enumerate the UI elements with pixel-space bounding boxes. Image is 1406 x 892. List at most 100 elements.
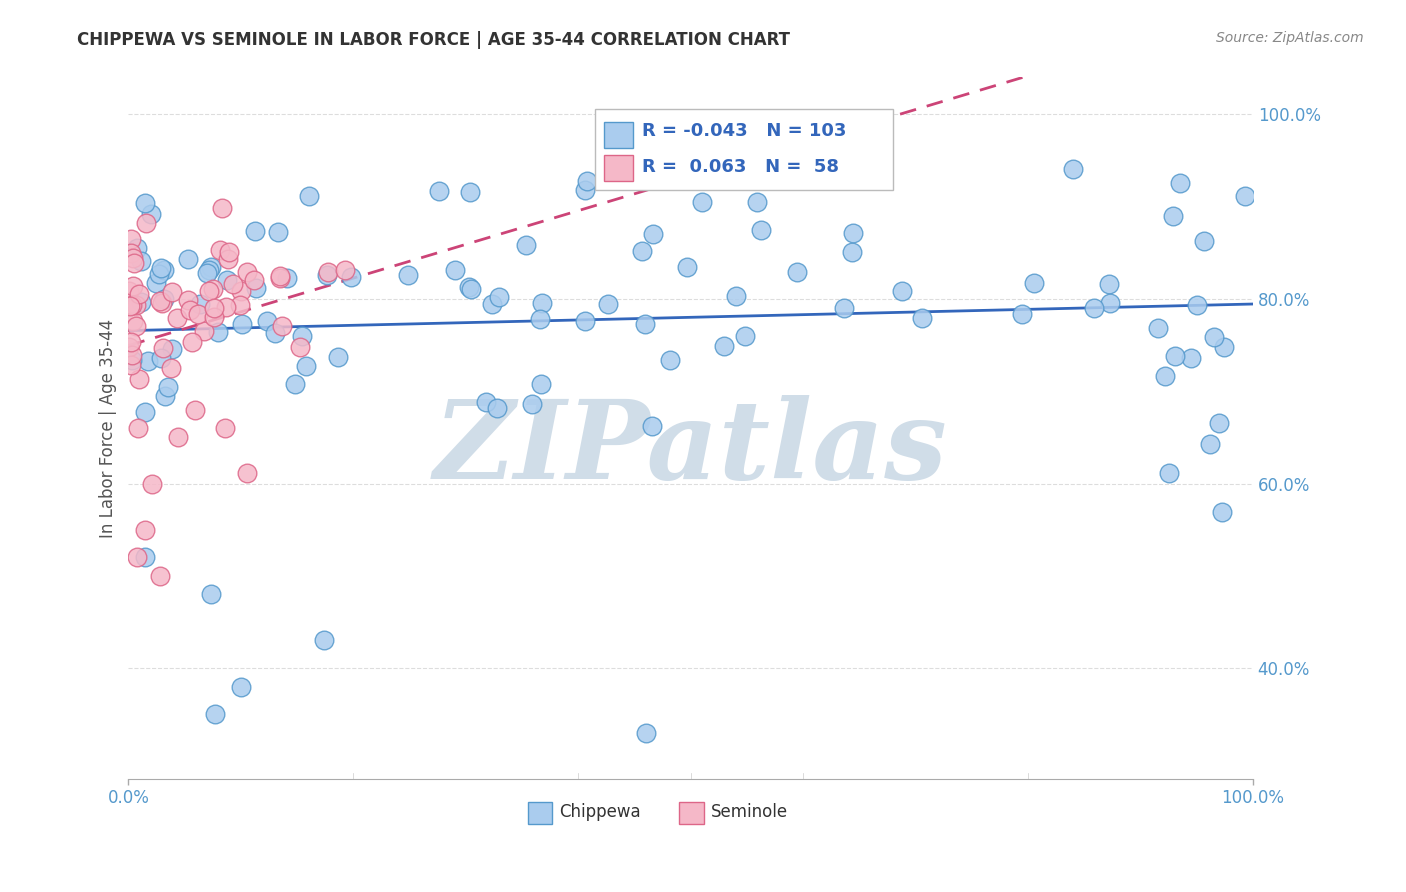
Point [150, 296, 173, 310]
Point [333, 263, 356, 277]
Point [747, 195, 769, 210]
Point [139, 207, 162, 221]
Point [458, 185, 481, 199]
Point [734, 329, 756, 343]
Point [121, 352, 143, 367]
Point [291, 329, 314, 343]
Point [128, 372, 150, 386]
Point [129, 253, 152, 268]
Point [520, 397, 543, 411]
Text: R = -0.043   N = 103: R = -0.043 N = 103 [643, 122, 846, 140]
Point [531, 295, 554, 310]
Point [118, 299, 141, 313]
Text: ZIPatlas: ZIPatlas [433, 395, 948, 503]
Point [486, 401, 509, 415]
Point [316, 265, 339, 279]
Point [267, 225, 290, 239]
Point [120, 334, 142, 349]
Point [515, 238, 537, 252]
Point [134, 523, 156, 537]
Text: CHIPPEWA VS SEMINOLE IN LABOR FORCE | AGE 35-44 CORRELATION CHART: CHIPPEWA VS SEMINOLE IN LABOR FORCE | AG… [77, 31, 790, 49]
Point [574, 183, 596, 197]
Point [152, 341, 174, 355]
Point [121, 278, 143, 293]
Point [125, 242, 148, 256]
Point [121, 348, 143, 362]
Point [427, 184, 450, 198]
Point [1233, 189, 1256, 203]
Point [474, 395, 496, 409]
Point [891, 284, 914, 298]
Point [124, 256, 146, 270]
Point [153, 389, 176, 403]
FancyBboxPatch shape [605, 154, 633, 181]
Point [195, 266, 218, 280]
Point [134, 195, 156, 210]
Point [1147, 320, 1170, 334]
Point [396, 268, 419, 282]
Point [1164, 349, 1187, 363]
Point [641, 227, 664, 241]
Point [243, 273, 266, 287]
Point [288, 340, 311, 354]
Point [211, 201, 233, 215]
Point [1083, 301, 1105, 316]
Point [202, 301, 225, 315]
Point [328, 350, 350, 364]
Point [529, 311, 551, 326]
Point [443, 262, 465, 277]
Point [208, 243, 231, 257]
Point [149, 260, 172, 275]
Point [149, 569, 172, 583]
Text: Chippewa: Chippewa [560, 803, 641, 821]
Point [200, 587, 222, 601]
Point [125, 550, 148, 565]
Point [160, 285, 183, 300]
Point [177, 252, 200, 267]
Point [167, 430, 190, 444]
Point [1168, 176, 1191, 190]
Point [1098, 277, 1121, 291]
Point [1011, 307, 1033, 321]
Point [120, 358, 142, 372]
Point [148, 267, 170, 281]
Point [340, 270, 363, 285]
Point [120, 232, 142, 246]
Point [149, 293, 172, 308]
Point [207, 325, 229, 339]
Point [1022, 276, 1045, 290]
Point [575, 174, 598, 188]
Point [1192, 234, 1215, 248]
Point [125, 298, 148, 312]
Point [1202, 330, 1225, 344]
Point [243, 224, 266, 238]
Point [269, 271, 291, 285]
Text: R =  0.063   N =  58: R = 0.063 N = 58 [643, 158, 839, 176]
Point [160, 342, 183, 356]
Point [145, 276, 167, 290]
Point [834, 301, 856, 315]
FancyBboxPatch shape [605, 121, 633, 148]
FancyBboxPatch shape [527, 802, 553, 824]
Point [134, 550, 156, 565]
Point [222, 277, 245, 291]
Point [316, 268, 339, 282]
Point [245, 281, 267, 295]
Point [841, 226, 863, 240]
Point [713, 339, 735, 353]
Point [460, 282, 482, 296]
Point [166, 311, 188, 326]
Point [122, 314, 145, 328]
Point [152, 263, 174, 277]
Point [911, 311, 934, 326]
Point [634, 318, 657, 332]
Point [1213, 340, 1236, 354]
Point [236, 265, 259, 279]
Point [218, 244, 240, 259]
Point [786, 264, 808, 278]
Point [217, 252, 239, 266]
Point [186, 307, 208, 321]
Point [202, 310, 225, 324]
Point [1180, 351, 1202, 365]
Point [818, 158, 841, 172]
